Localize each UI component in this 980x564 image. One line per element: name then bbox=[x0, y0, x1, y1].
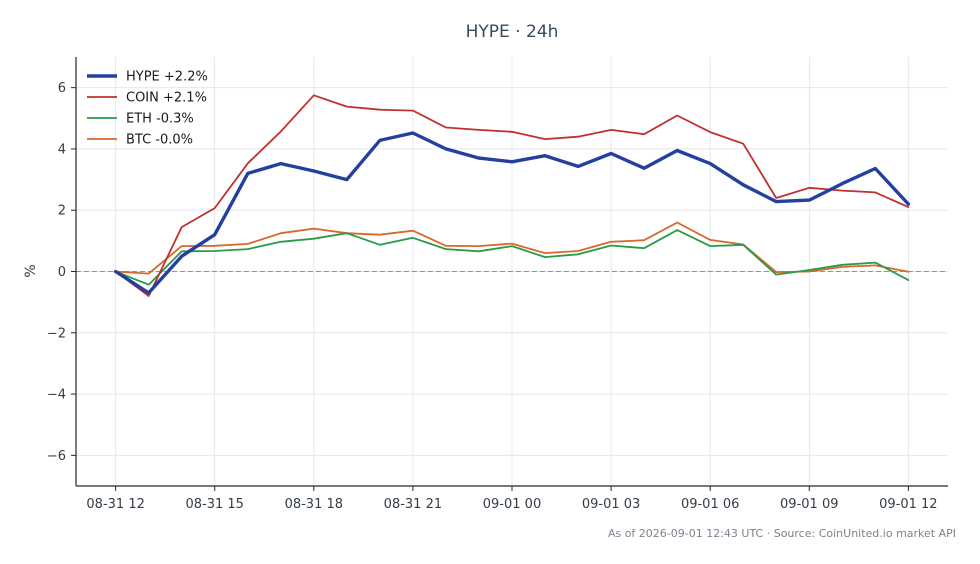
x-tick-label: 08-31 12 bbox=[86, 497, 144, 512]
legend-label-eth: ETH -0.3% bbox=[126, 112, 194, 127]
y-tick-label: −2 bbox=[47, 326, 66, 341]
x-tick-label: 09-01 06 bbox=[681, 497, 739, 512]
series-line-eth bbox=[114, 229, 910, 286]
y-tick-label: 6 bbox=[58, 81, 66, 96]
y-tick-label: 0 bbox=[58, 265, 66, 280]
y-tick-label: −6 bbox=[47, 449, 66, 464]
chart-title: HYPE · 24h bbox=[466, 22, 559, 42]
footer-source-note: As of 2026-09-01 12:43 UTC · Source: Coi… bbox=[608, 527, 956, 540]
legend: HYPE +2.2% COIN +2.1% ETH -0.3% BTC -0.0% bbox=[87, 70, 208, 148]
legend-label-btc: BTC -0.0% bbox=[126, 133, 193, 148]
series-lines bbox=[113, 94, 911, 297]
x-tick-label: 08-31 15 bbox=[186, 497, 244, 512]
y-tick-label: 2 bbox=[58, 204, 66, 219]
x-tick-label: 08-31 18 bbox=[285, 497, 343, 512]
y-tick-label: −4 bbox=[47, 388, 66, 403]
legend-label-coin: COIN +2.1% bbox=[126, 91, 207, 106]
x-tick-label: 09-01 00 bbox=[483, 497, 541, 512]
x-tick-label: 09-01 12 bbox=[879, 497, 937, 512]
series-line-hype bbox=[113, 131, 911, 295]
x-tick-label: 08-31 21 bbox=[384, 497, 442, 512]
y-axis-ticks: 6 4 2 0 −2 −4 −6 bbox=[47, 81, 76, 464]
series-line-coin bbox=[114, 94, 910, 297]
x-tick-label: 09-01 03 bbox=[582, 497, 640, 512]
legend-label-hype: HYPE +2.2% bbox=[126, 70, 208, 85]
series-line-btc bbox=[114, 221, 910, 275]
y-tick-label: 4 bbox=[58, 142, 66, 157]
x-axis-ticks: 08-31 12 08-31 15 08-31 18 08-31 21 09-01 00… bbox=[86, 486, 938, 512]
y-axis-label: % bbox=[23, 264, 39, 277]
x-tick-label: 09-01 09 bbox=[780, 497, 838, 512]
